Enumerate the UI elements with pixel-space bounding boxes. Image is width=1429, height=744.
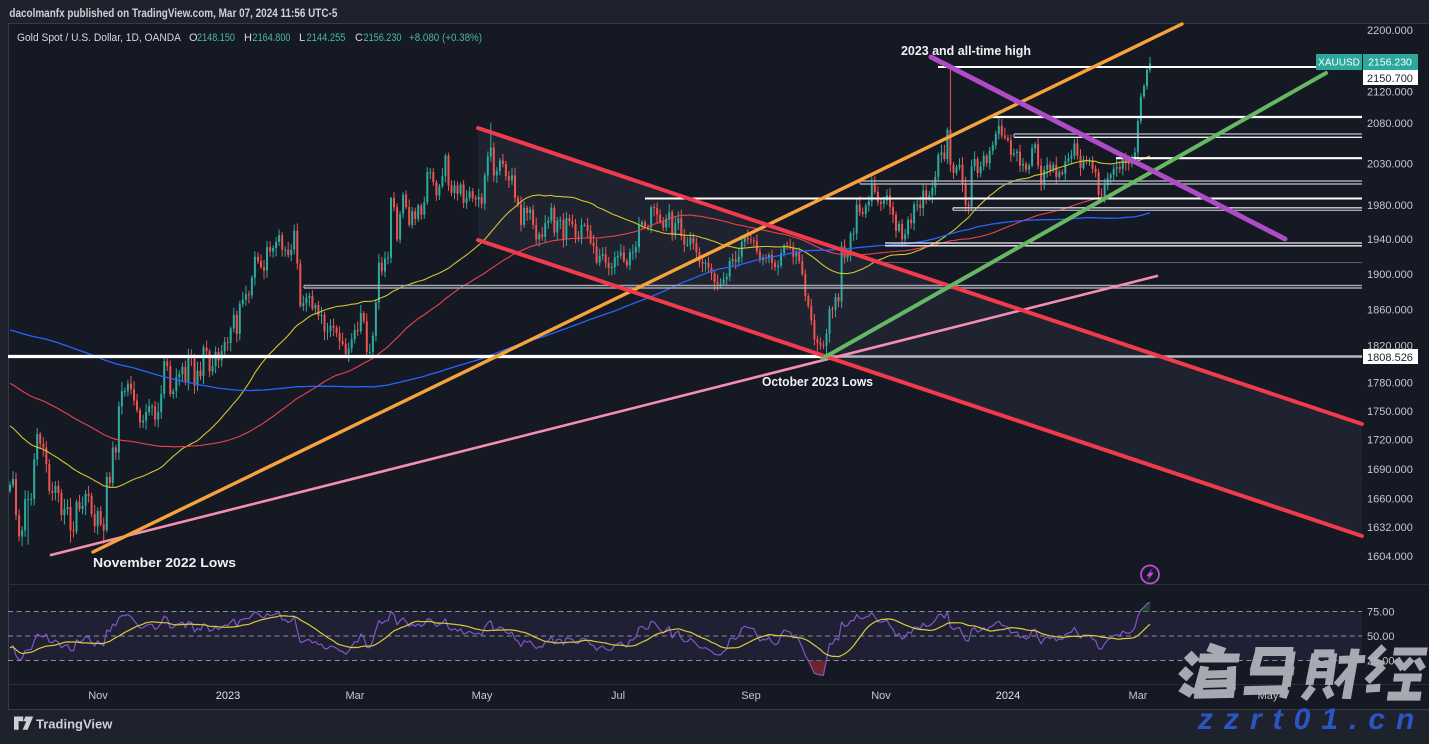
svg-text:1940.000: 1940.000: [1367, 234, 1413, 246]
svg-text:1750.000: 1750.000: [1367, 406, 1413, 418]
svg-text:1980.000: 1980.000: [1367, 200, 1413, 212]
svg-text:2023: 2023: [216, 690, 240, 702]
svg-text:TradingView: TradingView: [36, 717, 113, 732]
svg-text:75.00: 75.00: [1367, 606, 1395, 618]
svg-text:2023 and all-time high: 2023 and all-time high: [901, 43, 1031, 58]
svg-text:2120.000: 2120.000: [1367, 87, 1413, 99]
svg-text:May: May: [472, 690, 493, 702]
svg-text:1660.000: 1660.000: [1367, 494, 1413, 506]
svg-text:2024: 2024: [996, 690, 1020, 702]
svg-text:Nov: Nov: [871, 690, 891, 702]
svg-text:1632.000: 1632.000: [1367, 522, 1413, 534]
svg-text:50.00: 50.00: [1367, 631, 1395, 643]
svg-text:2030.000: 2030.000: [1367, 159, 1413, 171]
svg-text:Mar: Mar: [346, 690, 365, 702]
svg-text:dacolmanfx published on Tradin: dacolmanfx published on TradingView.com,…: [9, 8, 338, 20]
svg-text:zzrt01.cn: zzrt01.cn: [1197, 703, 1425, 736]
svg-text:2200.000: 2200.000: [1367, 25, 1413, 37]
svg-text:November 2022 Lows: November 2022 Lows: [93, 555, 236, 570]
svg-text:1780.000: 1780.000: [1367, 378, 1413, 390]
svg-text:Jul: Jul: [611, 690, 625, 702]
svg-text:2080.000: 2080.000: [1367, 118, 1413, 130]
svg-text:1720.000: 1720.000: [1367, 435, 1413, 447]
svg-text:2150.700: 2150.700: [1367, 73, 1413, 85]
svg-text:October 2023 Lows: October 2023 Lows: [762, 374, 873, 389]
svg-text:XAUUSD: XAUUSD: [1318, 58, 1360, 69]
svg-text:Nov: Nov: [88, 690, 108, 702]
svg-text:1604.000: 1604.000: [1367, 551, 1413, 563]
svg-text:1860.000: 1860.000: [1367, 304, 1413, 316]
svg-text:Sep: Sep: [741, 690, 761, 702]
svg-text:1900.000: 1900.000: [1367, 269, 1413, 281]
svg-text:2156.230: 2156.230: [1368, 57, 1412, 69]
svg-text:Gold Spot / U.S. Dollar, 1D, O: Gold Spot / U.S. Dollar, 1D, OANDAO2148.…: [17, 32, 482, 44]
svg-text:1808.526: 1808.526: [1367, 352, 1413, 364]
svg-text:1690.000: 1690.000: [1367, 464, 1413, 476]
svg-text:Mar: Mar: [1129, 690, 1148, 702]
